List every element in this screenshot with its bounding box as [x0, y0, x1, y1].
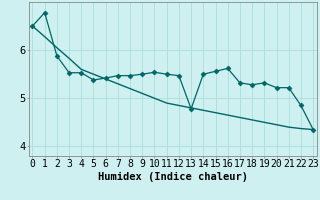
X-axis label: Humidex (Indice chaleur): Humidex (Indice chaleur) [98, 172, 248, 182]
